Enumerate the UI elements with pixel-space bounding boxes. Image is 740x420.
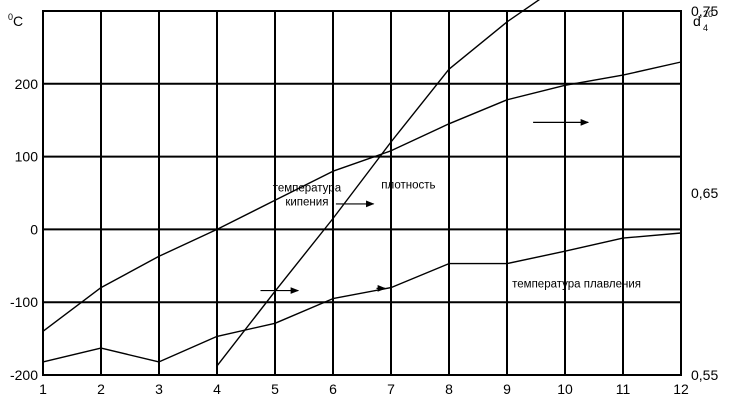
- x-tick-label: 1: [39, 381, 47, 397]
- series-line-1: [42, 61, 682, 332]
- x-tick-label: 9: [503, 381, 511, 397]
- right-axis-unit-sub: 4: [703, 23, 708, 33]
- x-tick-label: 3: [155, 381, 163, 397]
- right-tick-label: 0,55: [691, 367, 718, 383]
- left-tick-label: 0: [30, 221, 38, 237]
- annotation-label: плотность: [381, 180, 435, 192]
- left-tick-labels: 200 100 0 -100 -200: [10, 76, 38, 383]
- x-tick-label: 4: [213, 381, 221, 397]
- x-tick-labels: 1 2 3 4 5 6 7 8 9 10 11 12: [39, 381, 689, 397]
- annotation-label: температура: [273, 183, 342, 195]
- x-tick-label: 6: [329, 381, 337, 397]
- left-tick-label: -200: [10, 367, 38, 383]
- x-tick-label: 10: [557, 381, 573, 397]
- annotations: температура кипения плотность температура п…: [273, 180, 641, 291]
- plot-frame: [42, 10, 682, 376]
- annotation-label: кипения: [285, 197, 328, 209]
- gridlines: [43, 11, 681, 375]
- x-tick-label: 7: [387, 381, 395, 397]
- x-tick-label: 2: [97, 381, 105, 397]
- series-line-3: [42, 232, 682, 363]
- x-tick-label: 12: [673, 381, 689, 397]
- x-tick-label: 5: [271, 381, 279, 397]
- right-tick-labels: 0,75 0,65 0,55: [691, 3, 718, 383]
- left-axis-unit: 0C: [8, 12, 23, 29]
- right-axis-unit: d: [693, 13, 701, 29]
- annotation-label: температура плавления: [512, 279, 641, 291]
- x-tick-label: 8: [445, 381, 453, 397]
- x-tick-label: 11: [616, 381, 631, 397]
- right-tick-label: 0,75: [691, 3, 718, 19]
- annotation-arrows: [260, 119, 590, 294]
- left-tick-label: -100: [10, 294, 38, 310]
- right-tick-label: 0,65: [691, 185, 718, 201]
- left-tick-label: 200: [15, 76, 39, 92]
- series-lines: [42, 0, 682, 367]
- right-axis-unit-sup: 20: [703, 9, 713, 19]
- left-tick-label: 100: [15, 149, 39, 165]
- series-line-2: [216, 0, 540, 367]
